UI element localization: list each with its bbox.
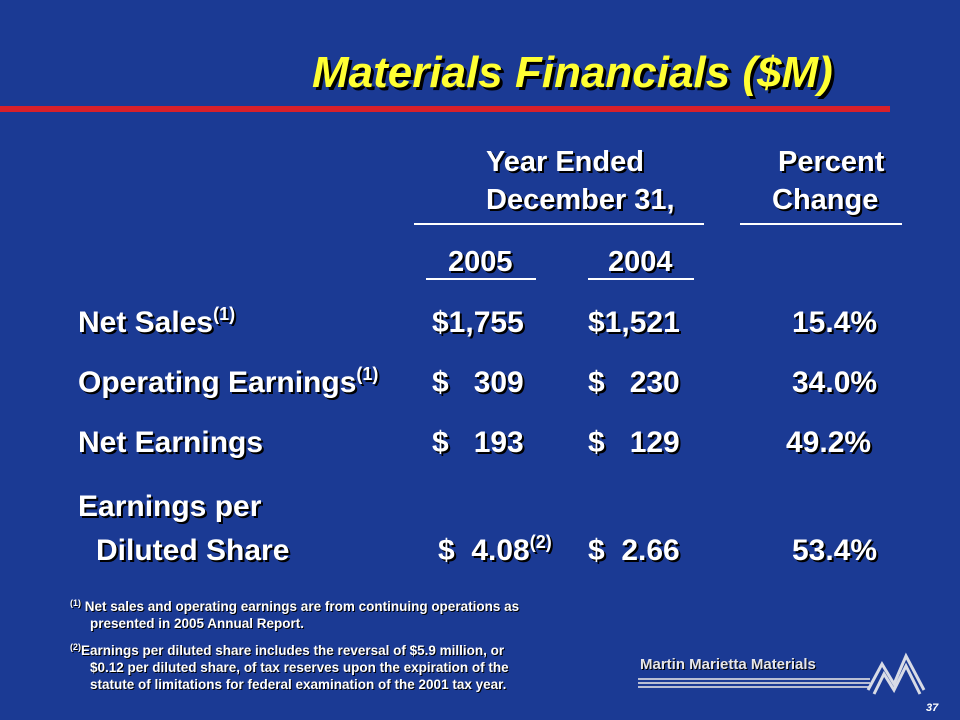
title-divider [0, 106, 890, 112]
footnote-2: (2)Earnings per diluted share includes t… [70, 642, 509, 693]
net-earnings-2005: $ 193 [432, 426, 524, 459]
year-ended-underline [414, 223, 704, 225]
net-earnings-2004: $ 129 [588, 426, 680, 459]
row-label-operating-earnings: Operating Earnings(1) [78, 364, 379, 399]
column-2004-underline [588, 278, 694, 280]
row-label-net-sales: Net Sales(1) [78, 304, 236, 339]
operating-earnings-change: 34.0% [792, 366, 878, 399]
eps-change: 53.4% [792, 534, 878, 567]
percent-change-underline [740, 223, 902, 225]
net-sales-2004: $1,521 [588, 306, 680, 339]
logo-rule-lines [638, 678, 870, 690]
year-ended-header-line1: Year Ended [486, 146, 644, 178]
page-number: 37 [926, 702, 939, 714]
operating-earnings-2004: $ 230 [588, 366, 680, 399]
row-label-eps-line2: Diluted Share [96, 534, 290, 567]
column-header-2005: 2005 [448, 246, 513, 278]
operating-earnings-2005: $ 309 [432, 366, 524, 399]
net-sales-change: 15.4% [792, 306, 878, 339]
row-label-net-earnings: Net Earnings [78, 426, 264, 459]
company-logo-text: Martin Marietta Materials [640, 656, 816, 673]
column-2005-underline [426, 278, 536, 280]
mountain-logo-icon [866, 652, 926, 695]
eps-2005: $ 4.08(2) [438, 532, 552, 567]
column-header-2004: 2004 [608, 246, 673, 278]
net-sales-2005: $1,755 [432, 306, 524, 339]
slide-title: Materials Financials ($M) [312, 48, 833, 97]
eps-2004: $ 2.66 [588, 534, 680, 567]
percent-change-header-line2: Change [772, 184, 879, 216]
net-earnings-change: 49.2% [786, 426, 872, 459]
row-label-eps-line1: Earnings per [78, 490, 262, 523]
year-ended-header-line2: December 31, [486, 184, 675, 216]
footnote-1: (1) Net sales and operating earnings are… [70, 598, 520, 632]
percent-change-header-line1: Percent [778, 146, 885, 178]
